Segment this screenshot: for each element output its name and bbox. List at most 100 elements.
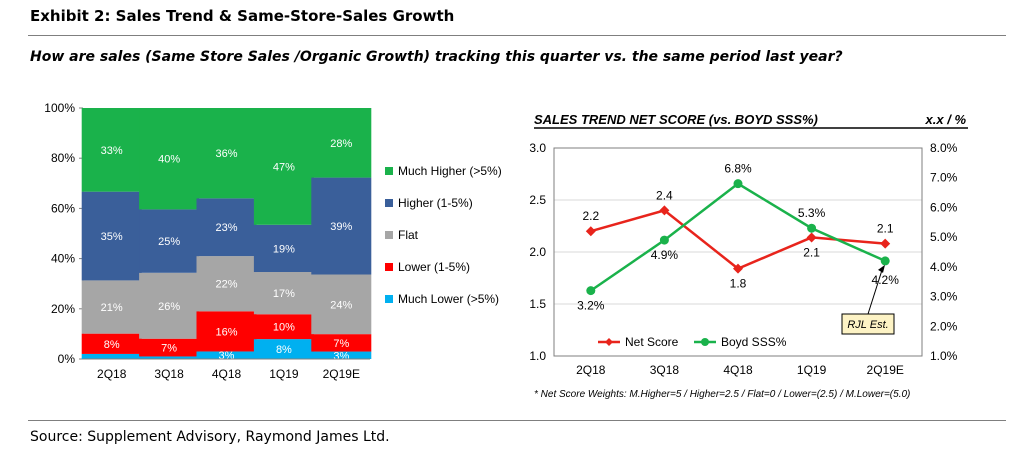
line-y-tick-label: 1.5 (529, 297, 546, 311)
bar-x-tick-label: 1Q19 (269, 367, 299, 381)
source-note: Source: Supplement Advisory, Raymond Jam… (30, 429, 390, 445)
bar-data-label: 28% (330, 138, 352, 150)
bar-segment (139, 209, 200, 273)
bar-legend-swatch (385, 231, 393, 239)
bar-segment (196, 351, 257, 359)
bar-legend-label: Higher (1-5%) (398, 196, 473, 210)
line-y-tick-label: 2.5 (529, 193, 546, 207)
line-point (659, 235, 669, 245)
line-legend-label: Net Score (625, 335, 679, 349)
bar-data-label: 23% (215, 222, 237, 234)
bar-x-tick-label: 2Q18 (97, 367, 127, 381)
bar-data-label: 24% (330, 299, 352, 311)
line-chart-title: SALES TREND NET SCORE (vs. BOYD SSS%) (534, 112, 818, 127)
bar-legend-label: Much Higher (>5%) (398, 164, 502, 178)
bar-legend-swatch (385, 167, 393, 175)
bar-data-label: 21% (101, 302, 123, 314)
line-y2-tick-label: 4.0% (930, 260, 958, 274)
bar-data-label: 10% (273, 322, 295, 334)
annotation-arrow-line (867, 266, 884, 315)
bar-y-tick-label: 100% (44, 101, 75, 115)
bar-segment (196, 311, 257, 352)
bar-segment (139, 356, 200, 359)
line-data-label: 5.3% (798, 206, 826, 220)
line-chart-unit-header: x.x / % (925, 112, 967, 127)
bar-legend-label: Flat (398, 228, 419, 242)
bar-segment (196, 256, 257, 312)
bar-data-label: 8% (104, 339, 120, 351)
line-point (586, 286, 596, 296)
annotation-arrow-head (878, 264, 885, 273)
line-plot-frame (553, 147, 923, 357)
bar-segment (81, 333, 142, 354)
bar-segment (253, 224, 314, 273)
bar-data-label: 17% (273, 288, 295, 300)
bar-legend-label: Much Lower (>5%) (398, 292, 499, 306)
bar-legend-label: Lower (1-5%) (398, 260, 470, 274)
line-x-tick-label: 4Q18 (723, 363, 753, 377)
bar-y-tick-label: 40% (51, 252, 75, 266)
line-data-label: 4.2% (872, 273, 900, 287)
line-y-tick-label: 3.0 (529, 141, 546, 155)
bar-segment (253, 314, 314, 340)
bar-data-label: 47% (273, 161, 295, 173)
bar-segment (253, 339, 314, 359)
line-legend-label: Boyd SSS% (721, 335, 787, 349)
bar-segment (253, 108, 314, 225)
bar-segment (311, 334, 372, 352)
bar-y-tick-label: 80% (51, 151, 75, 165)
exhibit-title: Exhibit 2: Sales Trend & Same-Store-Sale… (30, 7, 455, 25)
bar-segment (81, 353, 142, 359)
bar-y-tick-label: 60% (51, 201, 75, 215)
line-y2-tick-label: 8.0% (930, 141, 958, 155)
line-data-label: 4.9% (651, 248, 679, 262)
bar-y-tick-label: 20% (51, 302, 75, 316)
annotation-label: RJL Est. (847, 319, 888, 331)
bar-segment (139, 108, 200, 210)
bar-data-label: 16% (215, 326, 237, 338)
line-point (806, 232, 817, 243)
line-data-label: 2.1 (803, 245, 820, 259)
bar-data-label: 36% (215, 148, 237, 160)
bar-segment (311, 177, 372, 275)
line-y2-tick-label: 5.0% (930, 230, 958, 244)
line-legend-marker (605, 338, 613, 346)
line-data-label: 2.1 (877, 222, 894, 236)
line-point (659, 205, 670, 216)
bar-segment (81, 191, 142, 281)
line-y2-tick-label: 3.0% (930, 290, 958, 304)
line-point (807, 223, 817, 233)
bar-data-label: 39% (330, 221, 352, 233)
line-y2-tick-label: 2.0% (930, 319, 958, 333)
line-data-label: 1.8 (730, 277, 747, 291)
line-legend-marker (701, 338, 709, 346)
bar-data-label: 22% (215, 279, 237, 291)
line-point (585, 226, 596, 237)
bar-legend-swatch (385, 199, 393, 207)
bar-segment (81, 280, 142, 334)
bar-legend-swatch (385, 295, 393, 303)
bar-data-label: 7% (161, 343, 177, 355)
line-point (880, 256, 890, 266)
bar-segment (253, 272, 314, 315)
bar-data-label: 40% (158, 154, 180, 166)
bar-data-label: 3% (219, 350, 235, 362)
bar-data-label: 19% (273, 243, 295, 255)
annotation-box (841, 313, 895, 335)
bar-legend-swatch (385, 263, 393, 271)
line-x-tick-label: 1Q19 (797, 363, 827, 377)
bar-data-label: 25% (158, 236, 180, 248)
line-data-label: 2.2 (582, 209, 599, 223)
line-y2-tick-label: 1.0% (930, 349, 958, 363)
bar-data-label: 7% (333, 338, 349, 350)
line-y-tick-label: 2.0 (529, 245, 546, 259)
bar-x-tick-label: 2Q19E (323, 367, 360, 381)
bottom-rule (28, 420, 1006, 421)
line-x-tick-label: 2Q18 (576, 363, 606, 377)
bar-segment (81, 108, 142, 192)
bar-data-label: 26% (158, 301, 180, 313)
bar-segment (196, 198, 257, 257)
bar-segment (311, 351, 372, 359)
line-point (880, 238, 891, 249)
